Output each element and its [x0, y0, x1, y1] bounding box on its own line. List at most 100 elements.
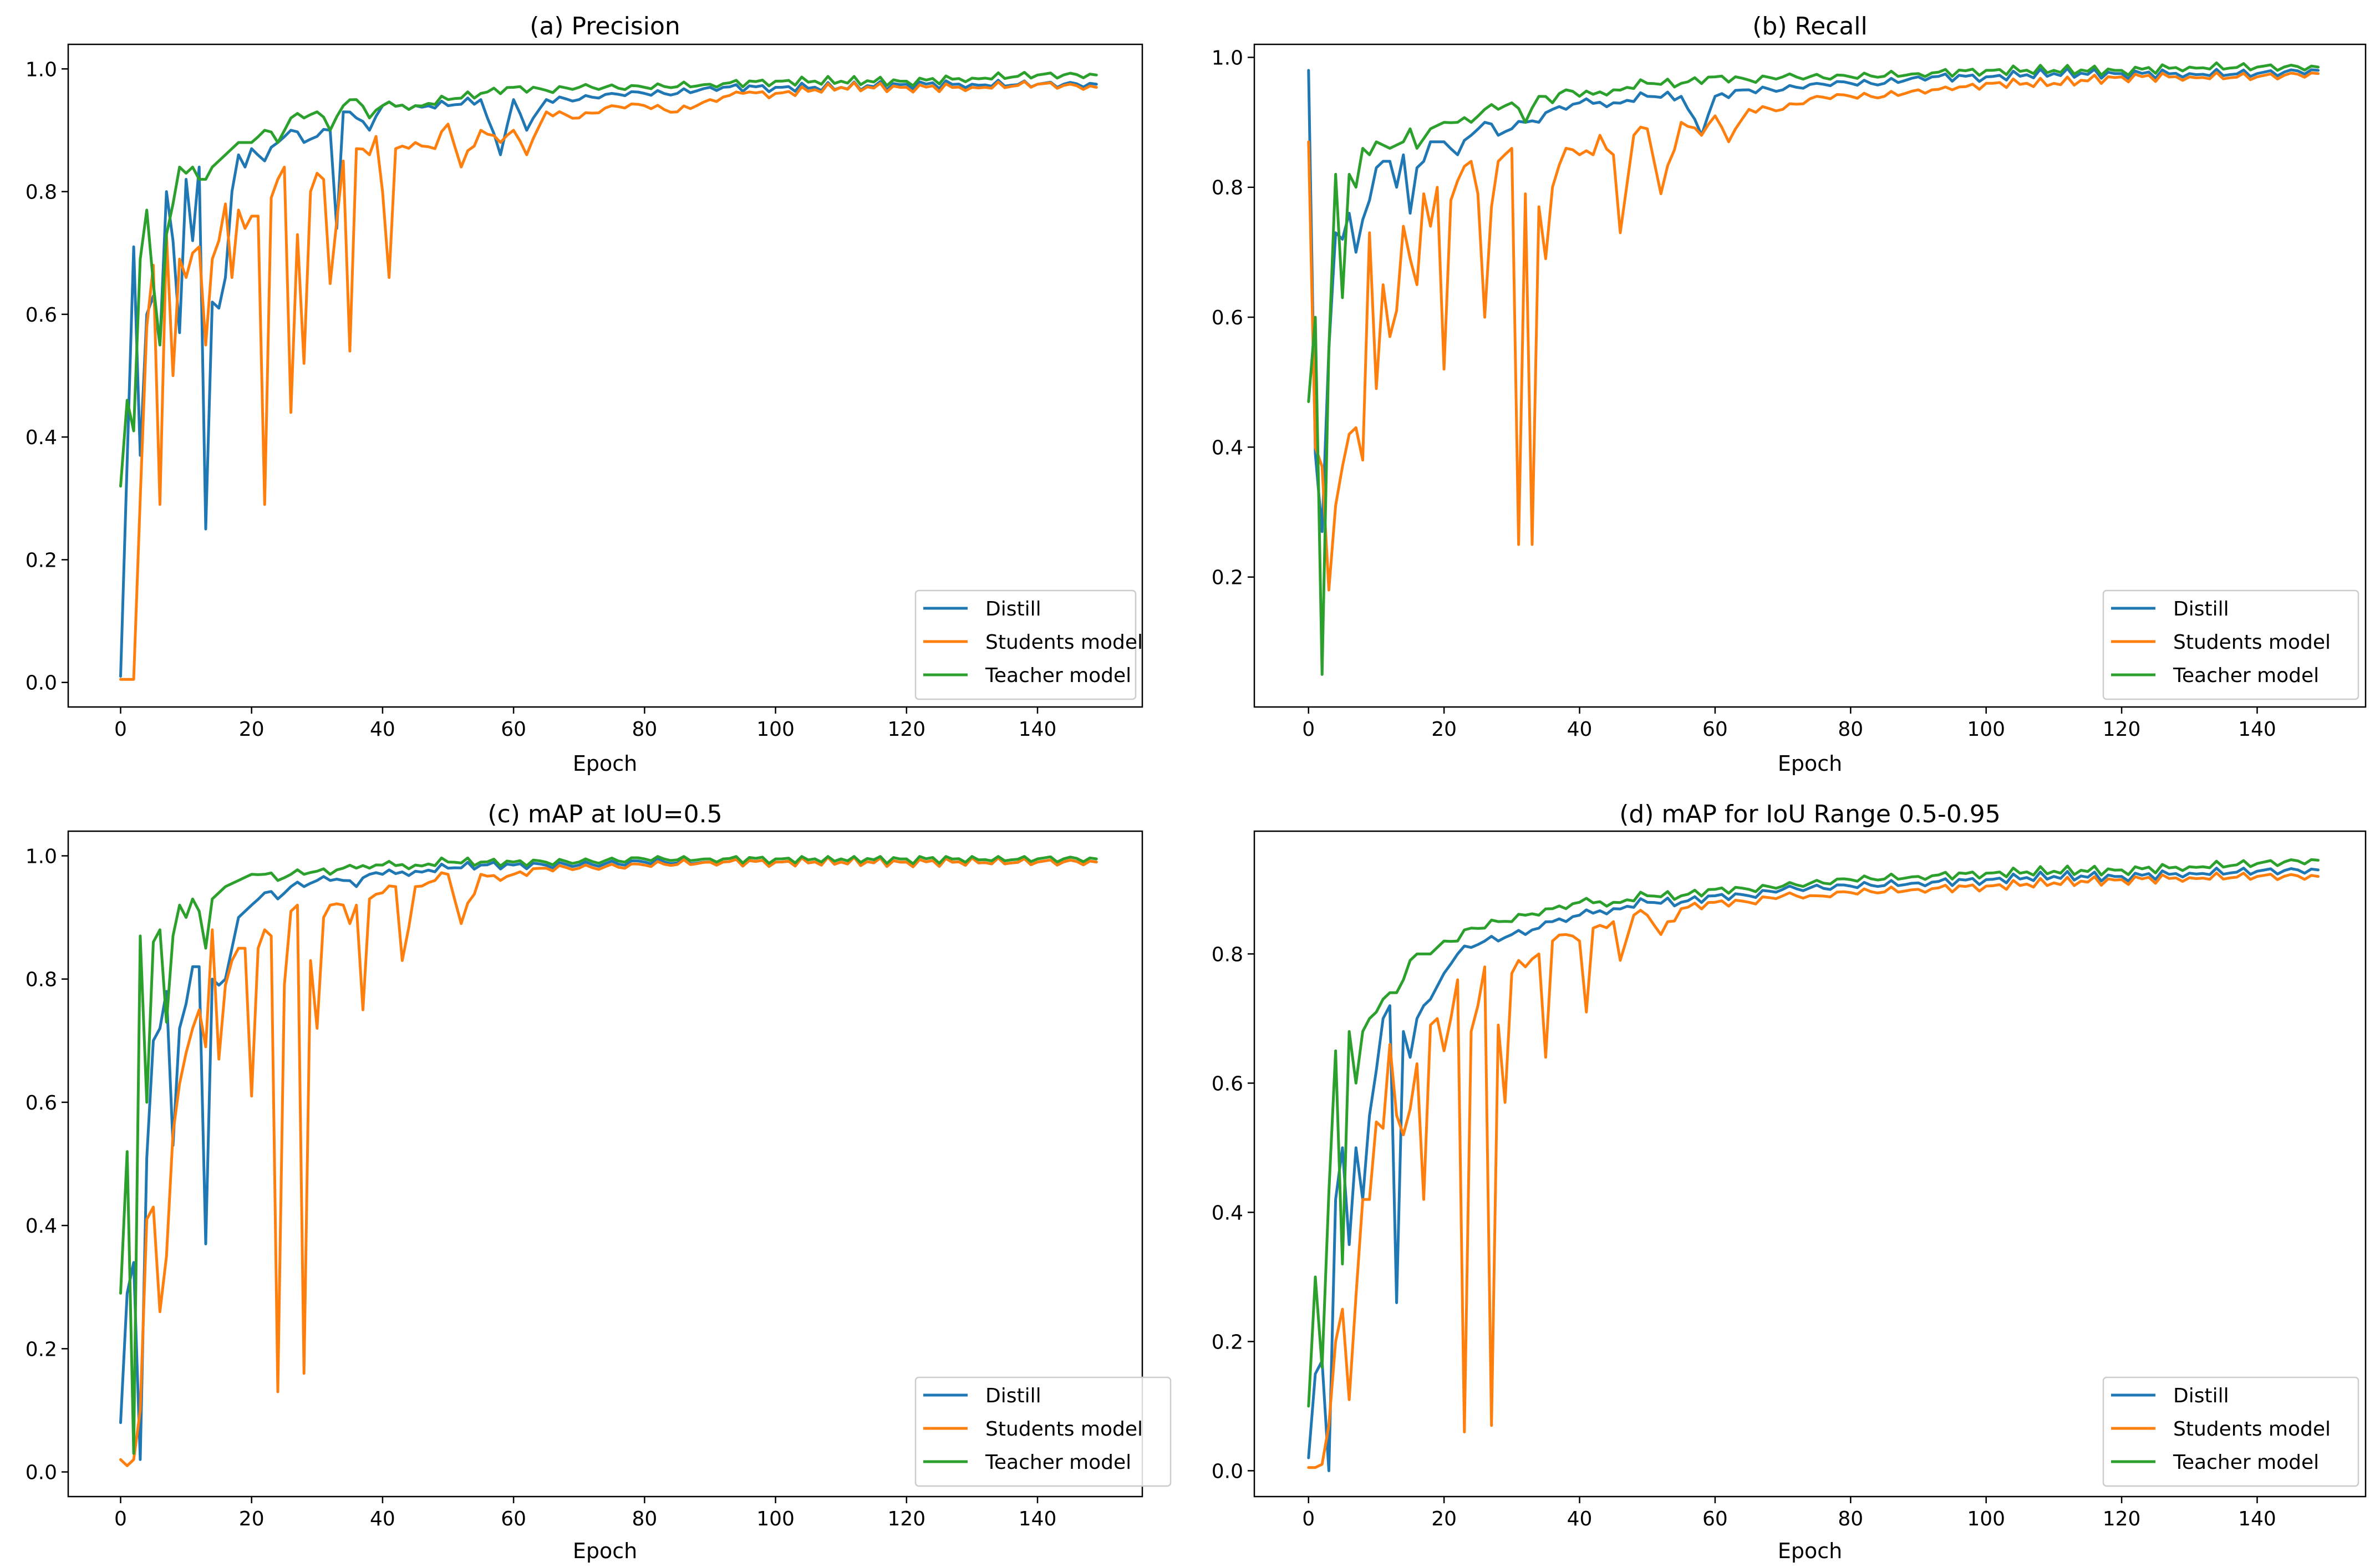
- series-line-distill: [119, 79, 1098, 678]
- x-tick-label: 120: [887, 1508, 925, 1530]
- panel-precision: (a) Precision Epoch 0 20 40 60 80 100 120 140 0.…: [26, 12, 1143, 776]
- legend-label-teacher: Teacher model: [2173, 1451, 2319, 1474]
- y-tick-label: 0.4: [1212, 436, 1243, 459]
- y-tick-label: 1.0: [1212, 47, 1243, 69]
- y-tick-label: 0.4: [26, 1215, 57, 1238]
- axis-ticks: 0 20 40 60 80 100 120 140 0.0 0.2 0.4 0.6 0.8 1.0: [26, 58, 1057, 741]
- series-line-students-model: [1307, 71, 2320, 592]
- series-line-distill: [1307, 867, 2320, 1472]
- legend-label-distill: Distill: [2173, 598, 2229, 620]
- y-tick-label: 0.8: [1212, 177, 1243, 200]
- x-tick-label: 60: [501, 718, 526, 741]
- y-tick-label: 0.0: [26, 672, 57, 695]
- series-lines: [119, 70, 1098, 681]
- legend-label-students: Students model: [2173, 631, 2331, 654]
- x-tick-label: 140: [1019, 718, 1057, 741]
- panel-map-iou-05: (c) mAP at IoU=0.5 Epoch 0 20 40 60 80 100 120…: [26, 800, 1172, 1563]
- x-axis-label: Epoch: [573, 751, 637, 776]
- x-axis-label: Epoch: [1778, 751, 1842, 776]
- legend: Distill Students model Teacher model: [2102, 589, 2359, 700]
- y-tick-label: 0.2: [1212, 1331, 1243, 1354]
- y-tick-label: 0.8: [1212, 943, 1243, 966]
- x-tick-label: 80: [632, 1508, 657, 1530]
- x-tick-label: 20: [1431, 718, 1457, 741]
- legend-box: [914, 1376, 1172, 1487]
- legend-label-teacher: Teacher model: [985, 1451, 1131, 1474]
- x-tick-label: 20: [239, 1508, 265, 1530]
- y-tick-label: 0.4: [1212, 1202, 1243, 1224]
- series-line-students-model: [119, 80, 1098, 681]
- legend-label-students: Students model: [985, 631, 1143, 654]
- x-tick-label: 120: [2103, 718, 2141, 741]
- x-tick-label: 20: [239, 718, 265, 741]
- series-lines: [1307, 858, 2320, 1472]
- legend-label-teacher: Teacher model: [985, 664, 1131, 687]
- x-axis-label: Epoch: [573, 1539, 637, 1563]
- y-tick-label: 0.2: [1212, 567, 1243, 589]
- y-tick-label: 0.6: [1212, 1072, 1243, 1095]
- axis-ticks: 0 20 40 60 80 100 120 140 0.0 0.2 0.4 0.6 0.8: [1212, 943, 2276, 1530]
- x-tick-label: 100: [756, 718, 795, 741]
- x-tick-label: 0: [114, 718, 127, 741]
- x-tick-label: 0: [1302, 718, 1315, 741]
- y-tick-label: 0.0: [1212, 1460, 1243, 1483]
- chart-title: (c) mAP at IoU=0.5: [487, 800, 722, 828]
- legend: Distill Students model Teacher model: [914, 589, 1143, 700]
- x-tick-label: 20: [1431, 1508, 1457, 1530]
- x-tick-label: 60: [501, 1508, 526, 1530]
- x-tick-label: 40: [1567, 1508, 1593, 1530]
- series-line-teacher-model: [1307, 858, 2320, 1408]
- x-tick-label: 100: [1967, 718, 2005, 741]
- x-tick-label: 80: [632, 718, 657, 741]
- x-tick-label: 40: [370, 1508, 395, 1530]
- panel-map-iou-range: (d) mAP for IoU Range 0.5-0.95 Epoch 0 20…: [1212, 800, 2367, 1563]
- y-tick-label: 0.0: [26, 1462, 57, 1484]
- chart-title: (b) Recall: [1752, 12, 1868, 40]
- series-lines: [1307, 61, 2320, 676]
- x-tick-label: 100: [756, 1508, 795, 1530]
- x-tick-label: 100: [1967, 1508, 2005, 1530]
- series-line-teacher-model: [119, 70, 1098, 488]
- y-tick-label: 0.2: [26, 549, 57, 572]
- legend-box: [914, 589, 1137, 700]
- chart-title: (d) mAP for IoU Range 0.5-0.95: [1619, 800, 2001, 828]
- x-axis-label: Epoch: [1778, 1539, 1842, 1563]
- legend-label-students: Students model: [2173, 1418, 2331, 1441]
- x-tick-label: 120: [2103, 1508, 2141, 1530]
- x-tick-label: 140: [2238, 1508, 2276, 1530]
- x-tick-label: 0: [1302, 1508, 1315, 1530]
- x-tick-label: 40: [1567, 718, 1593, 741]
- series-line-students-model: [119, 856, 1098, 1467]
- legend-box: [2102, 589, 2359, 700]
- x-tick-label: 80: [1838, 1508, 1863, 1530]
- y-tick-label: 1.0: [26, 845, 57, 868]
- axis-ticks: 0 20 40 60 80 100 120 140 0.0 0.2 0.4 0.6 0.8 1.0: [26, 845, 1057, 1530]
- y-tick-label: 0.4: [26, 426, 57, 449]
- legend: Distill Students model Teacher model: [914, 1376, 1172, 1487]
- series-lines: [119, 855, 1098, 1467]
- legend-box: [2102, 1376, 2359, 1487]
- x-tick-label: 140: [2238, 718, 2276, 741]
- x-tick-label: 0: [114, 1508, 127, 1530]
- x-tick-label: 60: [1702, 1508, 1728, 1530]
- x-tick-label: 80: [1838, 718, 1863, 741]
- panel-recall: (b) Recall Epoch 0 20 40 60 80 100 120 140 0.2 0.…: [1212, 12, 2367, 776]
- legend-label-distill: Distill: [2173, 1385, 2229, 1407]
- y-tick-label: 0.8: [26, 969, 57, 991]
- chart-title: (a) Precision: [530, 12, 680, 40]
- plot-frame: [1253, 43, 2367, 708]
- x-tick-label: 140: [1019, 1508, 1057, 1530]
- y-tick-label: 0.6: [26, 1092, 57, 1115]
- series-line-students-model: [1307, 871, 2320, 1469]
- legend: Distill Students model Teacher model: [2102, 1376, 2359, 1487]
- series-line-teacher-model: [1307, 61, 2320, 676]
- series-line-distill: [1307, 67, 2320, 533]
- plot-frame: [67, 43, 1143, 708]
- x-tick-label: 40: [370, 718, 395, 741]
- x-tick-label: 60: [1702, 718, 1728, 741]
- legend-label-students: Students model: [985, 1418, 1143, 1441]
- legend-label-teacher: Teacher model: [2173, 664, 2319, 687]
- series-line-teacher-model: [119, 855, 1098, 1455]
- axis-ticks: 0 20 40 60 80 100 120 140 0.2 0.4 0.6 0.8 1.0: [1212, 47, 2276, 741]
